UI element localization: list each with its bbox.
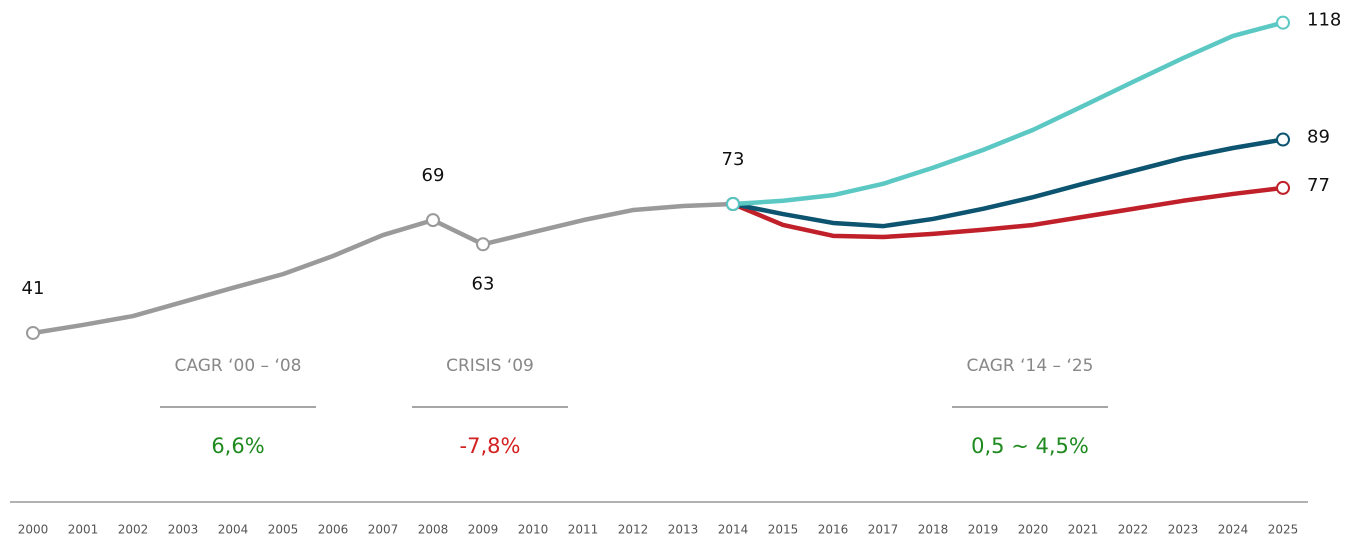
- x-tick-label: 2017: [868, 523, 899, 537]
- value-label: 73: [722, 149, 745, 170]
- annotation-value: 0,5 ~ 4,5%: [971, 434, 1089, 458]
- point-marker: [426, 213, 440, 228]
- x-tick-label: 2001: [68, 523, 99, 537]
- x-tick-label: 2024: [1218, 523, 1249, 537]
- x-tick-label: 2004: [218, 523, 249, 537]
- x-tick-label: 2003: [168, 523, 199, 537]
- point-marker: [26, 325, 40, 340]
- x-tick-label: 2020: [1018, 523, 1049, 537]
- x-tick-label: 2018: [918, 523, 949, 537]
- series-line: [732, 185, 1284, 240]
- point-marker: [1276, 180, 1290, 195]
- x-tick-label: 2006: [318, 523, 349, 537]
- x-tick-label: 2016: [818, 523, 849, 537]
- x-tick-label: 2007: [368, 523, 399, 537]
- annotation-value: -7,8%: [460, 434, 521, 458]
- point-marker: [476, 237, 490, 252]
- annotation-title: CAGR ‘14 – ‘25: [967, 356, 1094, 376]
- x-tick-label: 2013: [668, 523, 699, 537]
- value-label: 63: [472, 273, 495, 294]
- x-tick-label: 2005: [268, 523, 299, 537]
- series-line: [32, 201, 734, 336]
- value-label: 69: [422, 165, 445, 186]
- annotation-title: CAGR ‘00 – ‘08: [175, 356, 302, 376]
- x-tick-label: 2022: [1118, 523, 1149, 537]
- x-tick-label: 2008: [418, 523, 449, 537]
- x-tick-label: 2025: [1268, 523, 1299, 537]
- x-tick-label: 2014: [718, 523, 749, 537]
- value-label: 89: [1307, 127, 1330, 148]
- x-tick-label: 2019: [968, 523, 999, 537]
- value-label: 41: [22, 278, 45, 299]
- x-tick-label: 2012: [618, 523, 649, 537]
- point-marker: [1276, 132, 1290, 147]
- x-tick-label: 2023: [1168, 523, 1199, 537]
- value-label: 77: [1307, 175, 1330, 196]
- x-tick-label: 2021: [1068, 523, 1099, 537]
- point-marker: [1276, 15, 1290, 30]
- x-tick-label: 2010: [518, 523, 549, 537]
- x-tick-label: 2015: [768, 523, 799, 537]
- series-line: [732, 20, 1284, 207]
- value-label: 118: [1307, 10, 1341, 31]
- x-tick-label: 2002: [118, 523, 149, 537]
- x-tick-label: 2000: [18, 523, 49, 537]
- point-marker: [726, 197, 740, 212]
- series-line: [732, 137, 1284, 229]
- annotation-title: CRISIS ‘09: [446, 356, 534, 376]
- x-tick-label: 2009: [468, 523, 499, 537]
- x-tick-label: 2011: [568, 523, 599, 537]
- annotation-value: 6,6%: [211, 434, 264, 458]
